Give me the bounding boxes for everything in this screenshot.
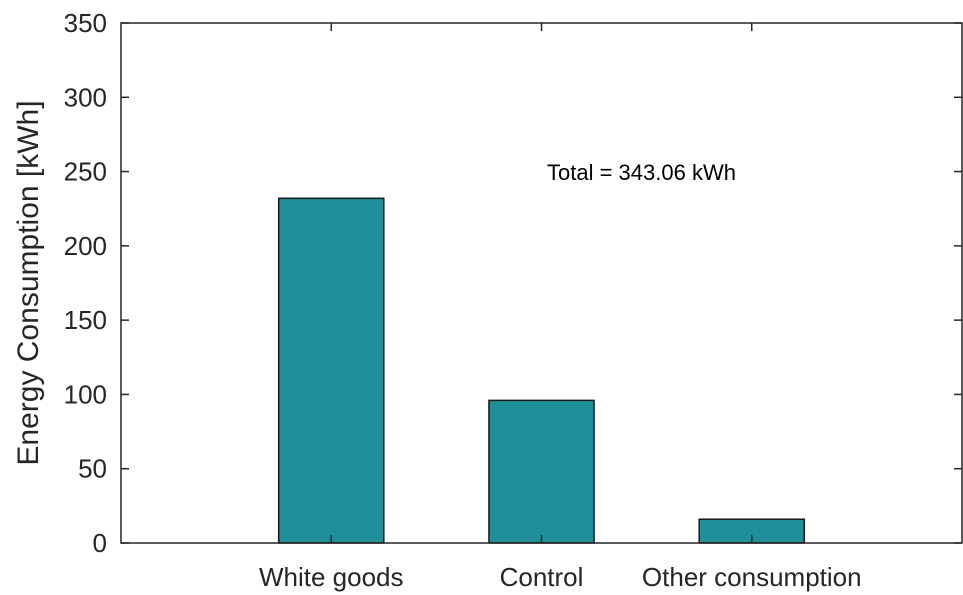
bar-white-goods — [277, 197, 385, 544]
x-ticks: White goods Control Other consumption — [259, 23, 862, 592]
y-tick-label: 100 — [64, 379, 107, 409]
y-tick-label: 150 — [64, 305, 107, 335]
y-tick-label: 300 — [64, 82, 107, 112]
plot-area: 0 50 100 150 200 250 300 350 White goods Control… — [64, 8, 963, 592]
y-tick-label: 0 — [93, 528, 107, 558]
x-tick-label: Control — [500, 562, 584, 592]
x-tick-label: Other consumption — [642, 562, 862, 592]
bars — [277, 197, 806, 544]
y-tick-label: 250 — [64, 157, 107, 187]
y-axis-label: Energy Consumption [kWh] — [12, 100, 45, 465]
bar-control — [488, 399, 595, 544]
total-annotation: Total = 343.06 kWh — [547, 160, 736, 185]
y-tick-label: 200 — [64, 231, 107, 261]
y-tick-label: 350 — [64, 8, 107, 38]
y-ticks: 0 50 100 150 200 250 300 350 — [64, 8, 962, 558]
y-tick-label: 50 — [78, 454, 107, 484]
x-tick-label: White goods — [259, 562, 404, 592]
